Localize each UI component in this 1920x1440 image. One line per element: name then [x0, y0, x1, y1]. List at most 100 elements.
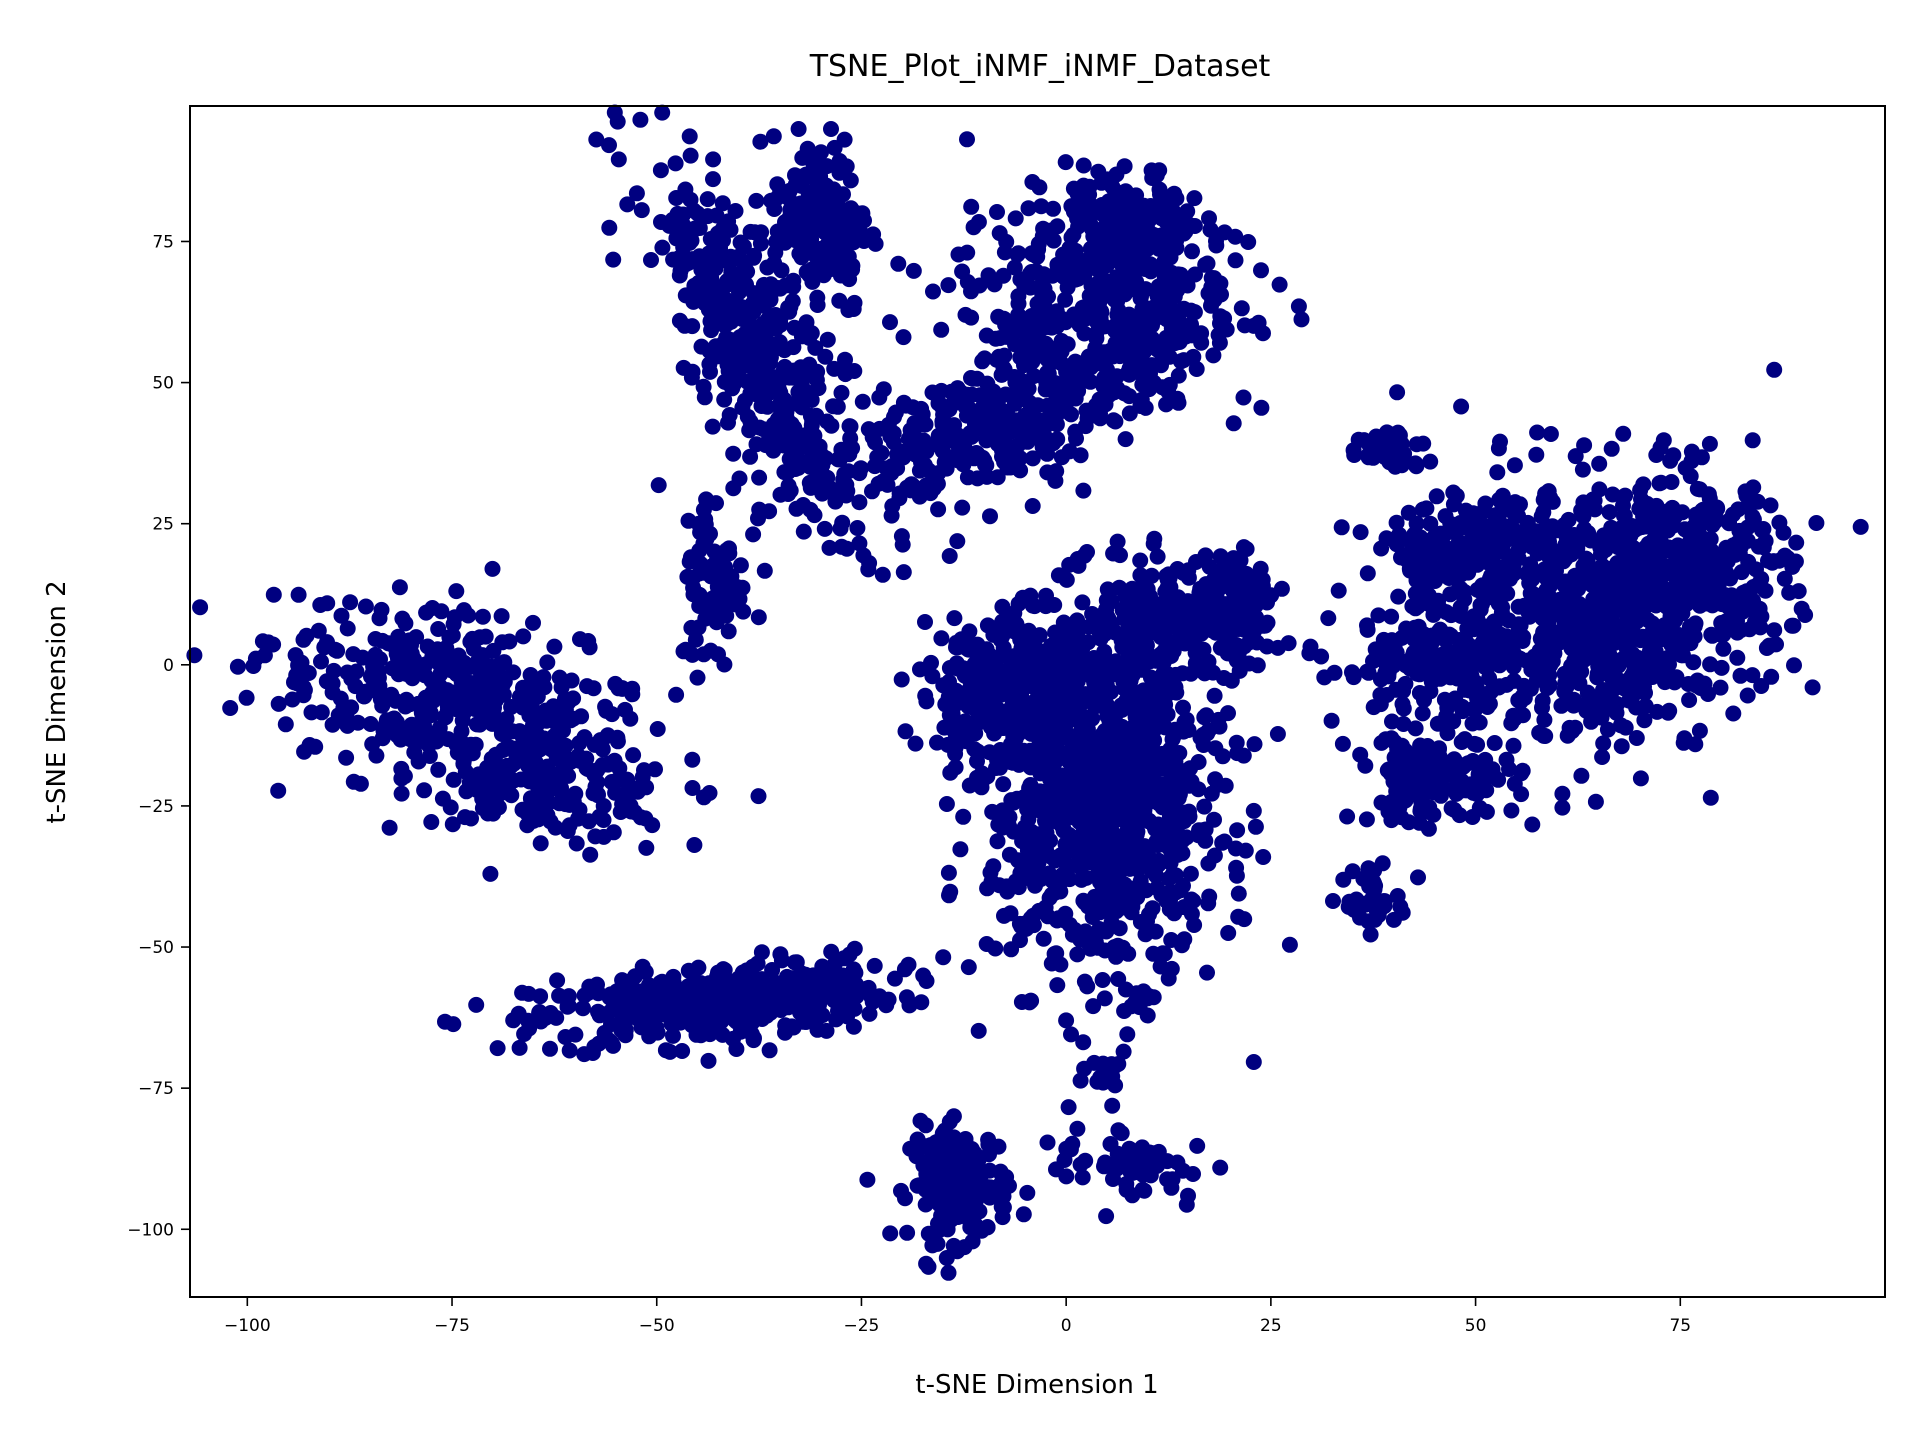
- data-point: [1412, 529, 1429, 546]
- data-point: [319, 634, 335, 651]
- data-point: [743, 981, 760, 998]
- data-point: [1213, 286, 1229, 303]
- data-point: [1186, 917, 1203, 933]
- data-point: [912, 661, 928, 678]
- data-point: [797, 209, 814, 226]
- data-point: [1049, 871, 1066, 888]
- data-point: [865, 226, 882, 243]
- data-point: [1109, 306, 1126, 323]
- data-point: [1102, 1069, 1119, 1086]
- data-point: [795, 433, 812, 450]
- data-point: [1235, 389, 1252, 406]
- data-point: [391, 579, 408, 596]
- data-point: [434, 681, 451, 698]
- data-point: [256, 647, 273, 664]
- data-point: [967, 1165, 984, 1182]
- data-point: [1134, 697, 1151, 714]
- data-point: [536, 775, 553, 792]
- data-point: [1066, 680, 1083, 697]
- data-point: [732, 234, 749, 251]
- data-point: [677, 641, 694, 658]
- data-point: [1407, 720, 1424, 737]
- data-point: [998, 233, 1015, 250]
- data-point: [525, 614, 541, 631]
- data-point: [575, 1000, 591, 1017]
- data-point: [809, 1021, 826, 1038]
- data-point: [423, 814, 440, 830]
- data-point: [1103, 822, 1120, 839]
- data-point: [499, 724, 516, 741]
- data-point: [956, 448, 973, 465]
- data-point: [974, 765, 990, 782]
- data-point: [1200, 855, 1217, 872]
- data-point: [1168, 604, 1185, 621]
- data-point: [623, 972, 640, 989]
- data-point: [1134, 712, 1151, 729]
- data-point: [1199, 964, 1215, 981]
- data-point: [542, 1040, 558, 1057]
- data-point: [591, 1007, 608, 1024]
- data-point: [1033, 339, 1050, 356]
- data-point: [980, 267, 997, 284]
- data-point: [1230, 621, 1247, 637]
- data-point: [759, 434, 776, 451]
- data-point: [816, 520, 833, 537]
- data-point: [716, 391, 733, 408]
- data-point: [924, 1237, 941, 1254]
- data-point: [1443, 800, 1460, 817]
- data-point: [1069, 745, 1086, 762]
- data-point: [755, 421, 772, 438]
- data-point: [1208, 604, 1225, 621]
- data-point: [628, 185, 645, 202]
- data-point: [989, 833, 1006, 850]
- data-point: [948, 655, 965, 672]
- data-point: [1422, 453, 1439, 470]
- data-point: [1043, 319, 1060, 336]
- data-point: [762, 292, 779, 308]
- data-point: [1367, 641, 1384, 658]
- data-point: [882, 314, 898, 331]
- data-point: [979, 880, 996, 897]
- data-point: [1017, 641, 1034, 658]
- data-point: [1177, 808, 1194, 825]
- data-point: [785, 970, 802, 987]
- data-point: [1169, 1154, 1186, 1171]
- data-point: [384, 660, 401, 677]
- data-point: [605, 824, 622, 841]
- data-point: [1104, 705, 1121, 722]
- data-point: [1076, 325, 1093, 342]
- data-point: [851, 494, 868, 511]
- data-point: [864, 993, 881, 1010]
- data-point: [556, 691, 573, 708]
- data-point: [833, 538, 850, 555]
- data-point: [768, 422, 785, 439]
- data-point: [644, 817, 661, 834]
- data-point: [601, 137, 617, 154]
- data-point: [474, 608, 491, 625]
- data-point: [505, 1012, 522, 1029]
- data-point: [1388, 681, 1404, 698]
- data-point: [750, 609, 767, 626]
- data-point: [605, 251, 622, 268]
- data-point: [949, 394, 966, 411]
- data-point: [1164, 866, 1181, 883]
- data-point: [1245, 1054, 1262, 1070]
- data-point: [288, 667, 305, 684]
- data-point: [752, 235, 769, 252]
- data-point: [882, 428, 899, 445]
- data-point: [416, 782, 433, 799]
- data-point: [941, 887, 957, 904]
- data-point: [934, 413, 951, 430]
- data-point: [766, 339, 782, 355]
- data-point: [705, 151, 722, 168]
- data-point: [514, 984, 531, 1001]
- data-point: [768, 233, 785, 250]
- data-point: [629, 783, 646, 800]
- data-point: [1225, 415, 1242, 432]
- data-point: [559, 823, 576, 839]
- data-point: [1068, 430, 1084, 447]
- data-point: [1165, 280, 1182, 297]
- data-point: [786, 982, 803, 999]
- data-point: [668, 686, 685, 703]
- data-point: [806, 460, 823, 477]
